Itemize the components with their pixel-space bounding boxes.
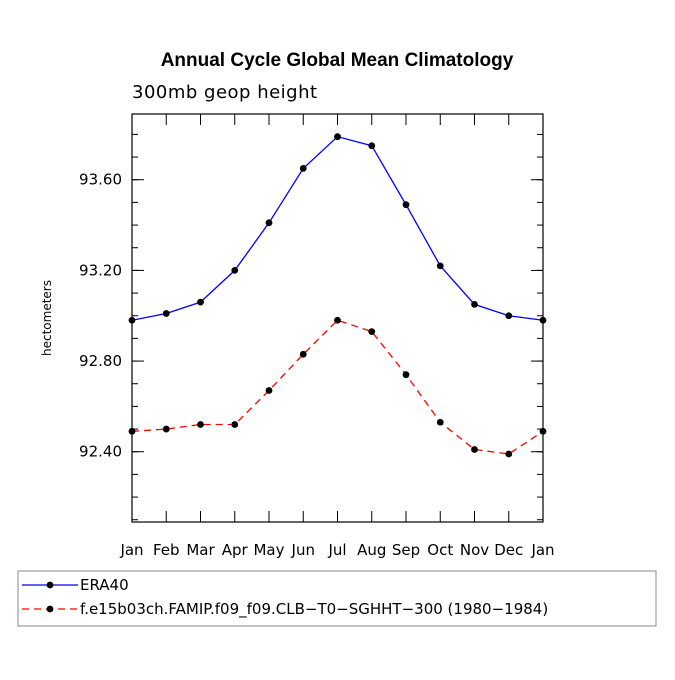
x-tick-label: Mar: [186, 541, 215, 559]
y-tick-label: 92.40: [79, 443, 122, 461]
chart-subtitle: 300mb geop height: [132, 82, 318, 103]
x-tick-label: Sep: [392, 541, 420, 559]
series-2-point: [197, 421, 204, 428]
y-tick-label: 92.80: [79, 352, 122, 370]
legend-box: [17, 570, 657, 627]
x-tick-label: Jan: [119, 541, 143, 559]
series-2-point: [128, 427, 136, 435]
series-1-point: [334, 133, 341, 141]
series-2-point: [299, 350, 307, 358]
series-1-point: [505, 312, 513, 320]
y-axis-label: hectometers: [40, 280, 54, 356]
series-1-point: [231, 267, 239, 274]
series-1-point: [402, 201, 410, 209]
x-tick-label: Apr: [222, 541, 249, 559]
legend-marker-2: [46, 605, 54, 613]
series-2-point: [402, 371, 410, 379]
series-line-1: [131, 135, 544, 321]
x-tick-label: Jul: [327, 541, 346, 559]
chart-title: Annual Cycle Global Mean Climatology: [161, 50, 514, 71]
series-2-point: [471, 446, 478, 453]
series-1-point: [299, 165, 307, 172]
series-2-point: [231, 421, 239, 428]
series-1-point: [471, 301, 478, 308]
series-2-point: [436, 418, 444, 426]
legend: ERA40 f.e15b03ch.FAMIP.f09_f09.CLB−T0−SGH…: [17, 570, 657, 627]
series-2-point: [539, 427, 547, 435]
series-2-point: [505, 450, 513, 458]
legend-label-1: ERA40: [80, 576, 129, 594]
x-tick-label: Jan: [530, 541, 554, 559]
series-1-point: [128, 316, 136, 324]
series-1-point: [368, 142, 376, 150]
x-tick-label: Oct: [427, 541, 453, 559]
y-tick-label: 93.20: [79, 261, 122, 279]
series-2-point: [265, 387, 273, 394]
series-2-point: [368, 328, 376, 335]
series-1-point: [162, 310, 170, 317]
legend-marker-1: [46, 581, 54, 589]
y-tick-label: 93.60: [79, 171, 122, 189]
x-tick-label: May: [253, 541, 284, 559]
x-tick-label: Aug: [357, 541, 386, 559]
x-tick-label: Feb: [153, 541, 180, 559]
series-1-point: [539, 316, 547, 324]
series-line-2: [131, 319, 544, 455]
x-tick-label: Nov: [460, 541, 489, 559]
series-1-point: [197, 298, 204, 306]
axes: Jan Feb Mar Apr May Jun Jul Aug Sep Oct Nov Dec Jan 9…: [79, 113, 555, 559]
x-tick-label: Dec: [494, 541, 523, 559]
legend-label-2: f.e15b03ch.FAMIP.f09_f09.CLB−T0−SGHHT−30…: [80, 600, 548, 619]
x-tick-label: Jun: [291, 541, 315, 559]
series-1-point: [265, 219, 273, 227]
series-2-point: [162, 425, 170, 433]
series-1-point: [436, 262, 444, 270]
series-group: [128, 133, 547, 458]
series-2-point: [334, 316, 341, 324]
